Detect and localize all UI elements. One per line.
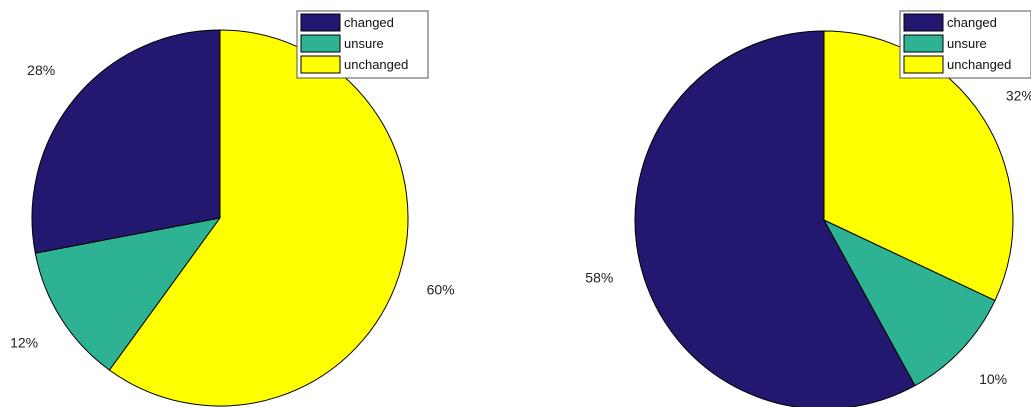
legend: changed unsure unchanged	[899, 10, 1031, 79]
legend-swatch-unsure	[300, 34, 341, 53]
pie-slice-changed	[634, 30, 916, 407]
pie-slice-changed	[31, 29, 221, 254]
pie-slice-unsure	[822, 218, 996, 387]
legend: changed unsure unchanged	[296, 10, 429, 79]
legend-label-unsure: unsure	[344, 36, 384, 51]
legend-label-unchanged: unchanged	[344, 57, 408, 72]
legend-swatch-changed	[300, 13, 341, 32]
slice-label-changed: 28%	[27, 62, 55, 78]
legend-label-unchanged: unchanged	[947, 57, 1011, 72]
legend-swatch-changed	[903, 13, 944, 32]
legend-swatch-unsure	[903, 34, 944, 53]
legend-swatch-unchanged	[300, 55, 341, 74]
slice-label-unchanged: 60%	[427, 282, 455, 298]
slice-label-unsure: 10%	[979, 371, 1007, 387]
legend-label-changed: changed	[947, 15, 997, 30]
slice-label-unsure: 12%	[10, 334, 38, 350]
legend-swatch-unchanged	[903, 55, 944, 74]
pie-chart-left: 28% 12% 60% changed unsure unchanged	[10, 10, 455, 407]
pie-chart-right: 58% 10% 32% changed unsure unchanged	[585, 10, 1031, 407]
pie-slice-unsure	[34, 217, 222, 371]
pie-slice-unchanged	[823, 30, 1014, 302]
slice-label-unchanged: 32%	[1006, 88, 1031, 104]
legend-label-changed: changed	[344, 15, 394, 30]
legend-label-unsure: unsure	[947, 36, 987, 51]
slice-label-changed: 58%	[585, 270, 613, 286]
